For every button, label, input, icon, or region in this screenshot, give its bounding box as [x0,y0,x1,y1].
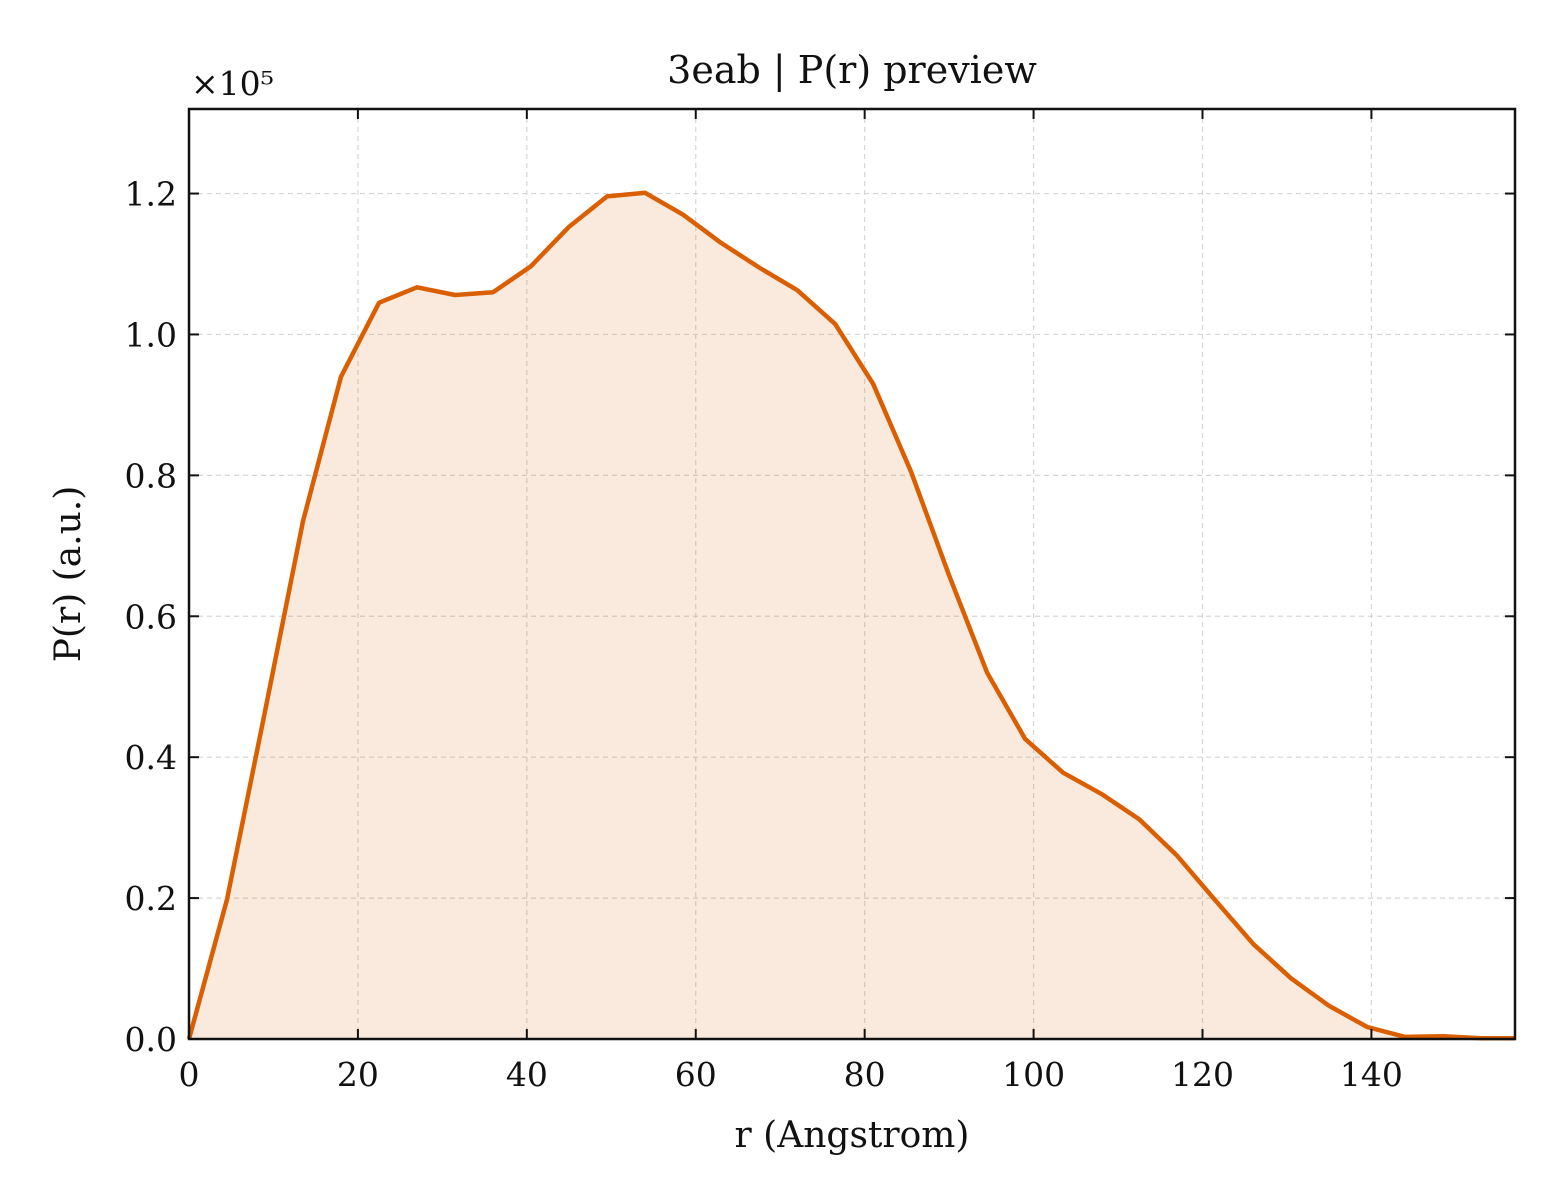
x-tick-label-3: 60 [675,1055,717,1094]
y-tick-label-3: 0.6 [125,597,177,636]
chart-title: 3eab | P(r) preview [667,48,1037,92]
x-tick-label-1: 20 [337,1055,379,1094]
x-tick-label-0: 0 [179,1055,200,1094]
x-tick-label-4: 80 [844,1055,886,1094]
plot-frame [187,107,1517,1041]
pr-line [186,190,1515,1041]
y-tick-label-2: 0.4 [125,738,177,777]
x-tick-label-2: 40 [506,1055,548,1094]
y-tick-label-6: 1.2 [125,175,177,214]
x-tick-label-7: 140 [1340,1055,1403,1094]
y-tick-label-1: 0.2 [125,879,177,918]
y-tick-label-4: 0.8 [125,456,177,495]
y-tick-label-5: 1.0 [125,315,177,354]
y-axis-ticks: 0.0 0.2 0.4 0.6 0.8 1.0 1.2 [125,175,1515,1059]
x-tick-label-6: 120 [1171,1055,1234,1094]
pr-area-fill [189,192,1515,1040]
x-tick-label-5: 100 [1002,1055,1065,1094]
x-axis-label: r (Angstrom) [735,1115,970,1156]
y-tick-label-0: 0.0 [125,1020,177,1059]
y-axis-label: P(r) (a.u.) [48,486,89,663]
y-axis-multiplier: ×10⁵ [191,64,274,103]
grid-lines [189,109,1515,1039]
x-axis-ticks: 0 20 40 60 80 100 120 140 [179,109,1403,1094]
